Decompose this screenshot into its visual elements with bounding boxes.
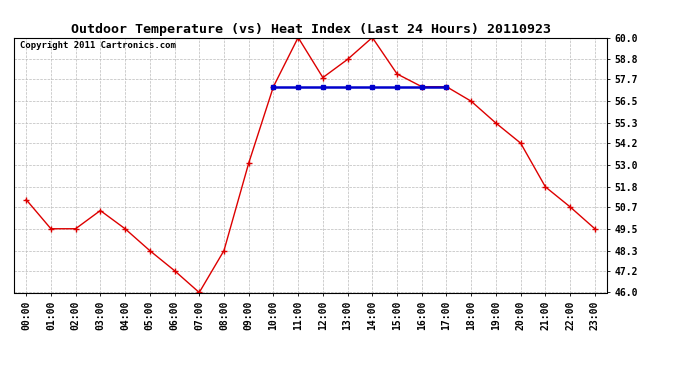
Text: Copyright 2011 Cartronics.com: Copyright 2011 Cartronics.com: [20, 41, 176, 50]
Title: Outdoor Temperature (vs) Heat Index (Last 24 Hours) 20110923: Outdoor Temperature (vs) Heat Index (Las…: [70, 23, 551, 36]
